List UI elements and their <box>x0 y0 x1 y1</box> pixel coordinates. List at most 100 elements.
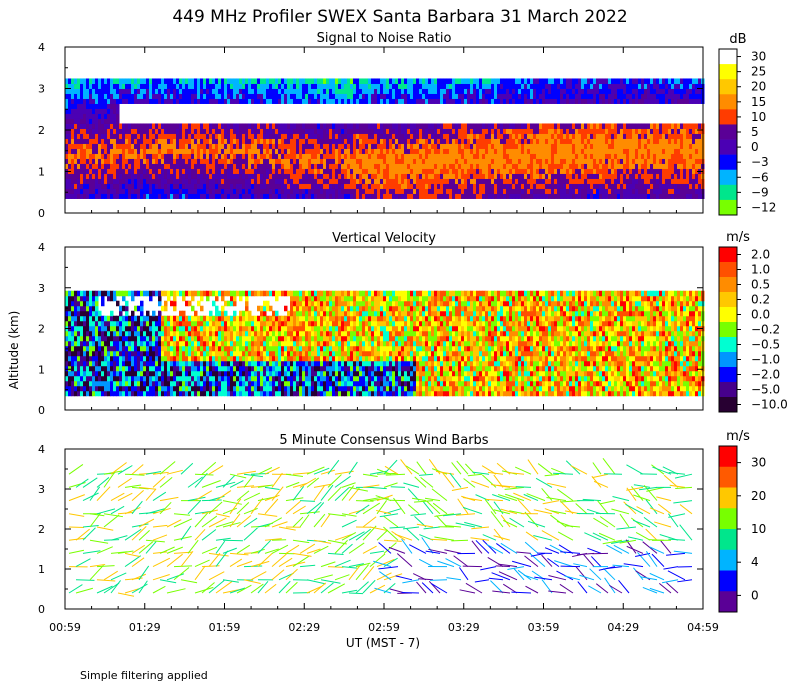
heatmap-cell <box>134 290 138 297</box>
heatmap-cell <box>602 153 606 159</box>
heatmap-cell <box>179 128 183 134</box>
heatmap-cell <box>152 143 156 149</box>
heatmap-cell <box>599 128 603 134</box>
heatmap-cell <box>425 158 429 164</box>
heatmap-cell <box>74 305 78 312</box>
heatmap-cell <box>395 128 399 134</box>
panel-title: Vertical Velocity <box>332 231 436 246</box>
heatmap-cell <box>251 193 255 199</box>
heatmap-cell <box>188 128 192 134</box>
heatmap-cell <box>140 340 144 347</box>
heatmap-cell <box>134 385 138 392</box>
heatmap-cell <box>668 168 672 174</box>
heatmap-cell <box>233 163 237 169</box>
heatmap-cell <box>467 93 471 99</box>
heatmap-cell <box>362 183 366 189</box>
heatmap-cell <box>491 93 495 99</box>
heatmap-cell <box>128 93 132 99</box>
heatmap-cell <box>362 193 366 199</box>
heatmap-cell <box>290 123 294 129</box>
heatmap-cell <box>503 158 507 164</box>
colorbar-label: 15 <box>751 95 766 109</box>
heatmap-cell <box>692 153 696 159</box>
heatmap-cell <box>329 178 333 184</box>
heatmap-cell <box>491 123 495 129</box>
heatmap-cell <box>200 153 204 159</box>
heatmap-cell <box>491 163 495 169</box>
heatmap-cell <box>284 153 288 159</box>
heatmap-cell <box>344 83 348 89</box>
heatmap-cell <box>431 128 435 134</box>
heatmap-cell <box>374 193 378 199</box>
heatmap-cell <box>119 98 123 104</box>
heatmap-cell <box>344 153 348 159</box>
heatmap-cell <box>278 93 282 99</box>
heatmap-cell <box>599 173 603 179</box>
heatmap-cell <box>176 158 180 164</box>
heatmap-cell <box>338 188 342 194</box>
heatmap-cell <box>335 178 339 184</box>
heatmap-cell <box>362 188 366 194</box>
heatmap-cell <box>644 168 648 174</box>
heatmap-cell <box>230 143 234 149</box>
heatmap-cell <box>686 143 690 149</box>
heatmap-cell <box>140 158 144 164</box>
heatmap-cell <box>74 128 78 134</box>
heatmap-cell <box>311 148 315 154</box>
heatmap-cell <box>494 88 498 94</box>
heatmap-cell <box>107 123 111 129</box>
heatmap-cell <box>542 193 546 199</box>
heatmap-cell <box>578 123 582 129</box>
heatmap-cell <box>497 88 501 94</box>
heatmap-cell <box>95 78 99 84</box>
heatmap-cell <box>266 188 270 194</box>
heatmap-cell <box>68 178 72 184</box>
heatmap-cell <box>407 168 411 174</box>
heatmap-cell <box>347 188 351 194</box>
heatmap-cell <box>530 183 534 189</box>
heatmap-cell <box>656 138 660 144</box>
heatmap-cell <box>119 345 123 352</box>
heatmap-cell <box>512 83 516 89</box>
heatmap-cell <box>578 188 582 194</box>
heatmap-cell <box>551 173 555 179</box>
heatmap-cell <box>398 78 402 84</box>
heatmap-cell <box>131 325 135 332</box>
heatmap-cell <box>398 143 402 149</box>
heatmap-cell <box>698 93 702 99</box>
heatmap-cell <box>335 83 339 89</box>
heatmap-cell <box>131 320 135 327</box>
heatmap-cell <box>77 113 81 119</box>
heatmap-cell <box>623 183 627 189</box>
heatmap-cell <box>383 133 387 139</box>
heatmap-cell <box>356 128 360 134</box>
heatmap-cell <box>485 83 489 89</box>
heatmap-cell <box>371 133 375 139</box>
heatmap-cell <box>380 153 384 159</box>
heatmap-cell <box>146 98 150 104</box>
heatmap-cell <box>137 138 141 144</box>
heatmap-cell <box>563 98 567 104</box>
heatmap-cell <box>689 173 693 179</box>
heatmap-cell <box>494 138 498 144</box>
heatmap-cell <box>686 123 690 129</box>
heatmap-cell <box>212 193 216 199</box>
heatmap-cell <box>677 83 681 89</box>
heatmap-cell <box>623 88 627 94</box>
heatmap-cell <box>134 148 138 154</box>
heatmap-cell <box>323 163 327 169</box>
heatmap-cell <box>584 193 588 199</box>
heatmap-cell <box>368 193 372 199</box>
heatmap-cell <box>464 138 468 144</box>
y-tick-label: 0 <box>38 207 45 220</box>
heatmap-cell <box>680 188 684 194</box>
heatmap-cell <box>641 168 645 174</box>
heatmap-cell <box>86 385 90 392</box>
heatmap-cell <box>509 98 513 104</box>
heatmap-cell <box>443 158 447 164</box>
heatmap-cell <box>341 173 345 179</box>
heatmap-cell <box>395 123 399 129</box>
heatmap-cell <box>239 88 243 94</box>
heatmap-cell <box>398 158 402 164</box>
heatmap-cell <box>392 83 396 89</box>
